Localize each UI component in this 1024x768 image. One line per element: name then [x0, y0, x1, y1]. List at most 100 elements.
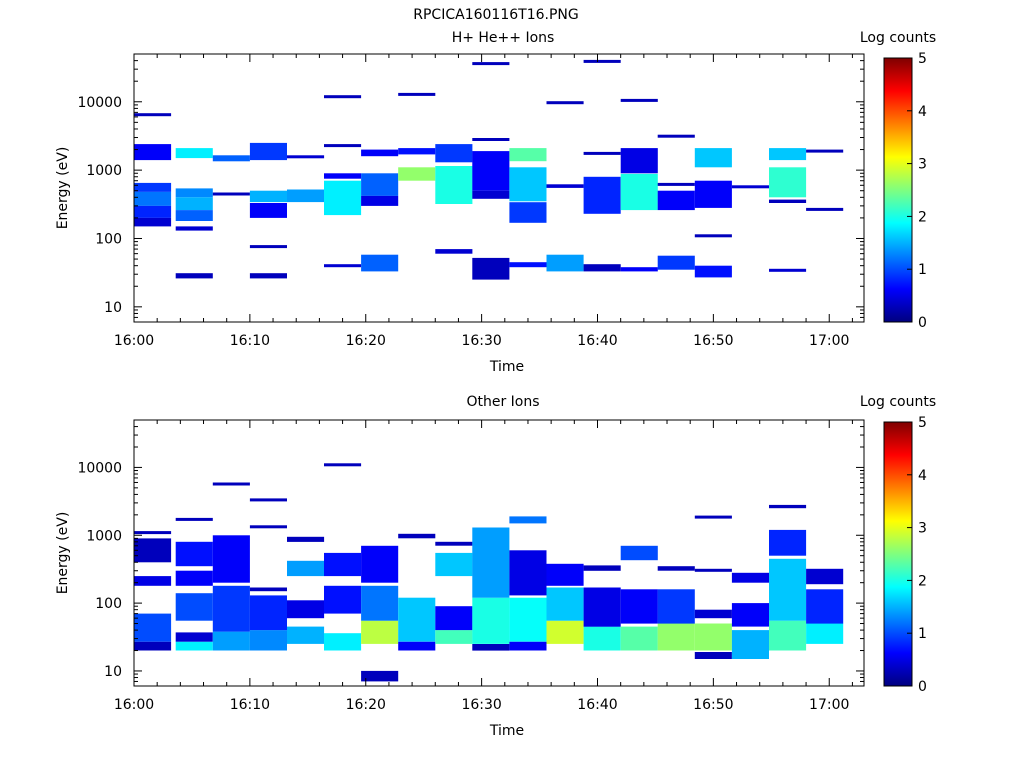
heatmap-cell [694, 652, 732, 659]
colorbar-tick-label: 3 [918, 521, 927, 537]
heatmap-cell [806, 568, 844, 585]
panels: 16:00 16:10 16:20 16:30 16:40 16:50 17:0010100… [55, 30, 936, 739]
x-tick-label: 16:50 [693, 697, 733, 713]
y-tick-label: 10000 [77, 95, 122, 111]
heatmap-cell [694, 568, 732, 572]
heatmap-cell [212, 585, 250, 632]
heatmap-cell [212, 155, 250, 162]
heatmap-cell [324, 633, 362, 651]
x-tick-label: 16:20 [346, 697, 386, 713]
figure-title: RPCICA160116T16.PNG [413, 7, 578, 23]
heatmap-cell [324, 173, 362, 179]
heatmap-cell [324, 264, 362, 268]
heatmap-cell [175, 632, 213, 642]
heatmap-cell [731, 630, 769, 659]
heatmap-cell [620, 545, 658, 561]
heatmap-cell [361, 254, 399, 272]
heatmap-cell [546, 587, 584, 621]
heatmap-cell [287, 626, 325, 644]
heatmap-cell [657, 182, 695, 186]
heatmap-cell [324, 180, 362, 216]
panel-title: H+ He++ Ions [452, 30, 555, 46]
heatmap-cell [694, 609, 732, 619]
heatmap-cell [620, 267, 658, 272]
heatmap-cell [361, 670, 399, 682]
heatmap-cell [546, 101, 584, 105]
x-tick-label: 16:30 [461, 333, 501, 349]
heatmap-cell [175, 641, 213, 651]
heatmap-cell [175, 197, 213, 211]
heatmap-cell [472, 190, 510, 199]
heatmap-cell [694, 623, 732, 651]
heatmap-cell [583, 59, 621, 63]
heatmap-cell [287, 155, 325, 159]
heatmap-cell [435, 166, 473, 204]
heatmap-cell [509, 202, 547, 223]
heatmap-cell [769, 167, 807, 198]
colorbar-tick-label: 4 [918, 468, 927, 484]
heatmap-cell [175, 541, 213, 567]
heatmap-cell [657, 255, 695, 270]
heatmap-cell [509, 167, 547, 202]
heatmap-cell [583, 587, 621, 627]
heatmap-cell [398, 167, 436, 181]
y-tick-label: 1000 [86, 163, 122, 179]
heatmap-cell [509, 550, 547, 596]
colorbar-label: Log counts [860, 394, 936, 410]
heatmap-cell [731, 603, 769, 627]
colorbar-gradient [883, 421, 913, 687]
heatmap-cell [694, 265, 732, 278]
x-tick-label: 16:40 [577, 697, 617, 713]
heatmap-cell [175, 188, 213, 198]
heatmap-cell [361, 585, 399, 621]
y-axis-label: Energy (eV) [55, 512, 71, 595]
heatmap-cell [212, 192, 250, 196]
heatmap-cell [249, 273, 287, 279]
heatmap-cell [472, 597, 510, 644]
heatmap-cell [620, 148, 658, 174]
heatmap-cell [361, 173, 399, 196]
heatmap-cell [769, 148, 807, 161]
x-axis-label: Time [489, 359, 524, 375]
heatmap-cell [769, 529, 807, 556]
heatmap-cell [287, 560, 325, 577]
heatmap-cell [134, 191, 172, 206]
x-tick-label: 17:00 [809, 333, 849, 349]
heatmap-cell [361, 149, 399, 157]
x-tick-label: 16:30 [461, 697, 501, 713]
heatmap-cell [249, 587, 287, 592]
heatmap-cell [249, 630, 287, 651]
heatmap-cell [134, 613, 172, 642]
heatmap-cell [769, 504, 807, 509]
heatmap-cell [435, 541, 473, 546]
x-tick-label: 16:20 [346, 333, 386, 349]
heatmap-cell [694, 515, 732, 519]
heatmap-cell [472, 138, 510, 141]
heatmap-cell [249, 245, 287, 249]
heatmap-cell [361, 620, 399, 644]
heatmap-cell [546, 254, 584, 272]
colorbar-tick-label: 1 [918, 626, 927, 642]
heatmap-cell [472, 62, 510, 66]
heatmap-cell [546, 563, 584, 586]
heatmap-cell [361, 195, 399, 206]
heatmap-cell [212, 535, 250, 583]
x-tick-label: 16:40 [577, 333, 617, 349]
heatmap-cell [249, 203, 287, 218]
colorbar-tick-label: 2 [918, 209, 927, 225]
heatmap-cell [324, 95, 362, 99]
panel-title: Other Ions [466, 394, 539, 410]
heatmap-cell [134, 144, 172, 161]
heatmap-cell [731, 572, 769, 583]
heatmap-cell [324, 552, 362, 577]
colorbar-tick-label: 2 [918, 573, 927, 589]
colorbar-tick-label: 0 [918, 315, 927, 331]
colorbar-tick-label: 4 [918, 104, 927, 120]
heatmap-cell [583, 626, 621, 651]
heatmap-cell [398, 641, 436, 651]
heatmap-cell [657, 190, 695, 211]
heatmap-cell [398, 148, 436, 155]
y-tick-label: 100 [95, 596, 122, 612]
colorbar-tick-label: 3 [918, 157, 927, 173]
heatmap-cell [472, 644, 510, 651]
